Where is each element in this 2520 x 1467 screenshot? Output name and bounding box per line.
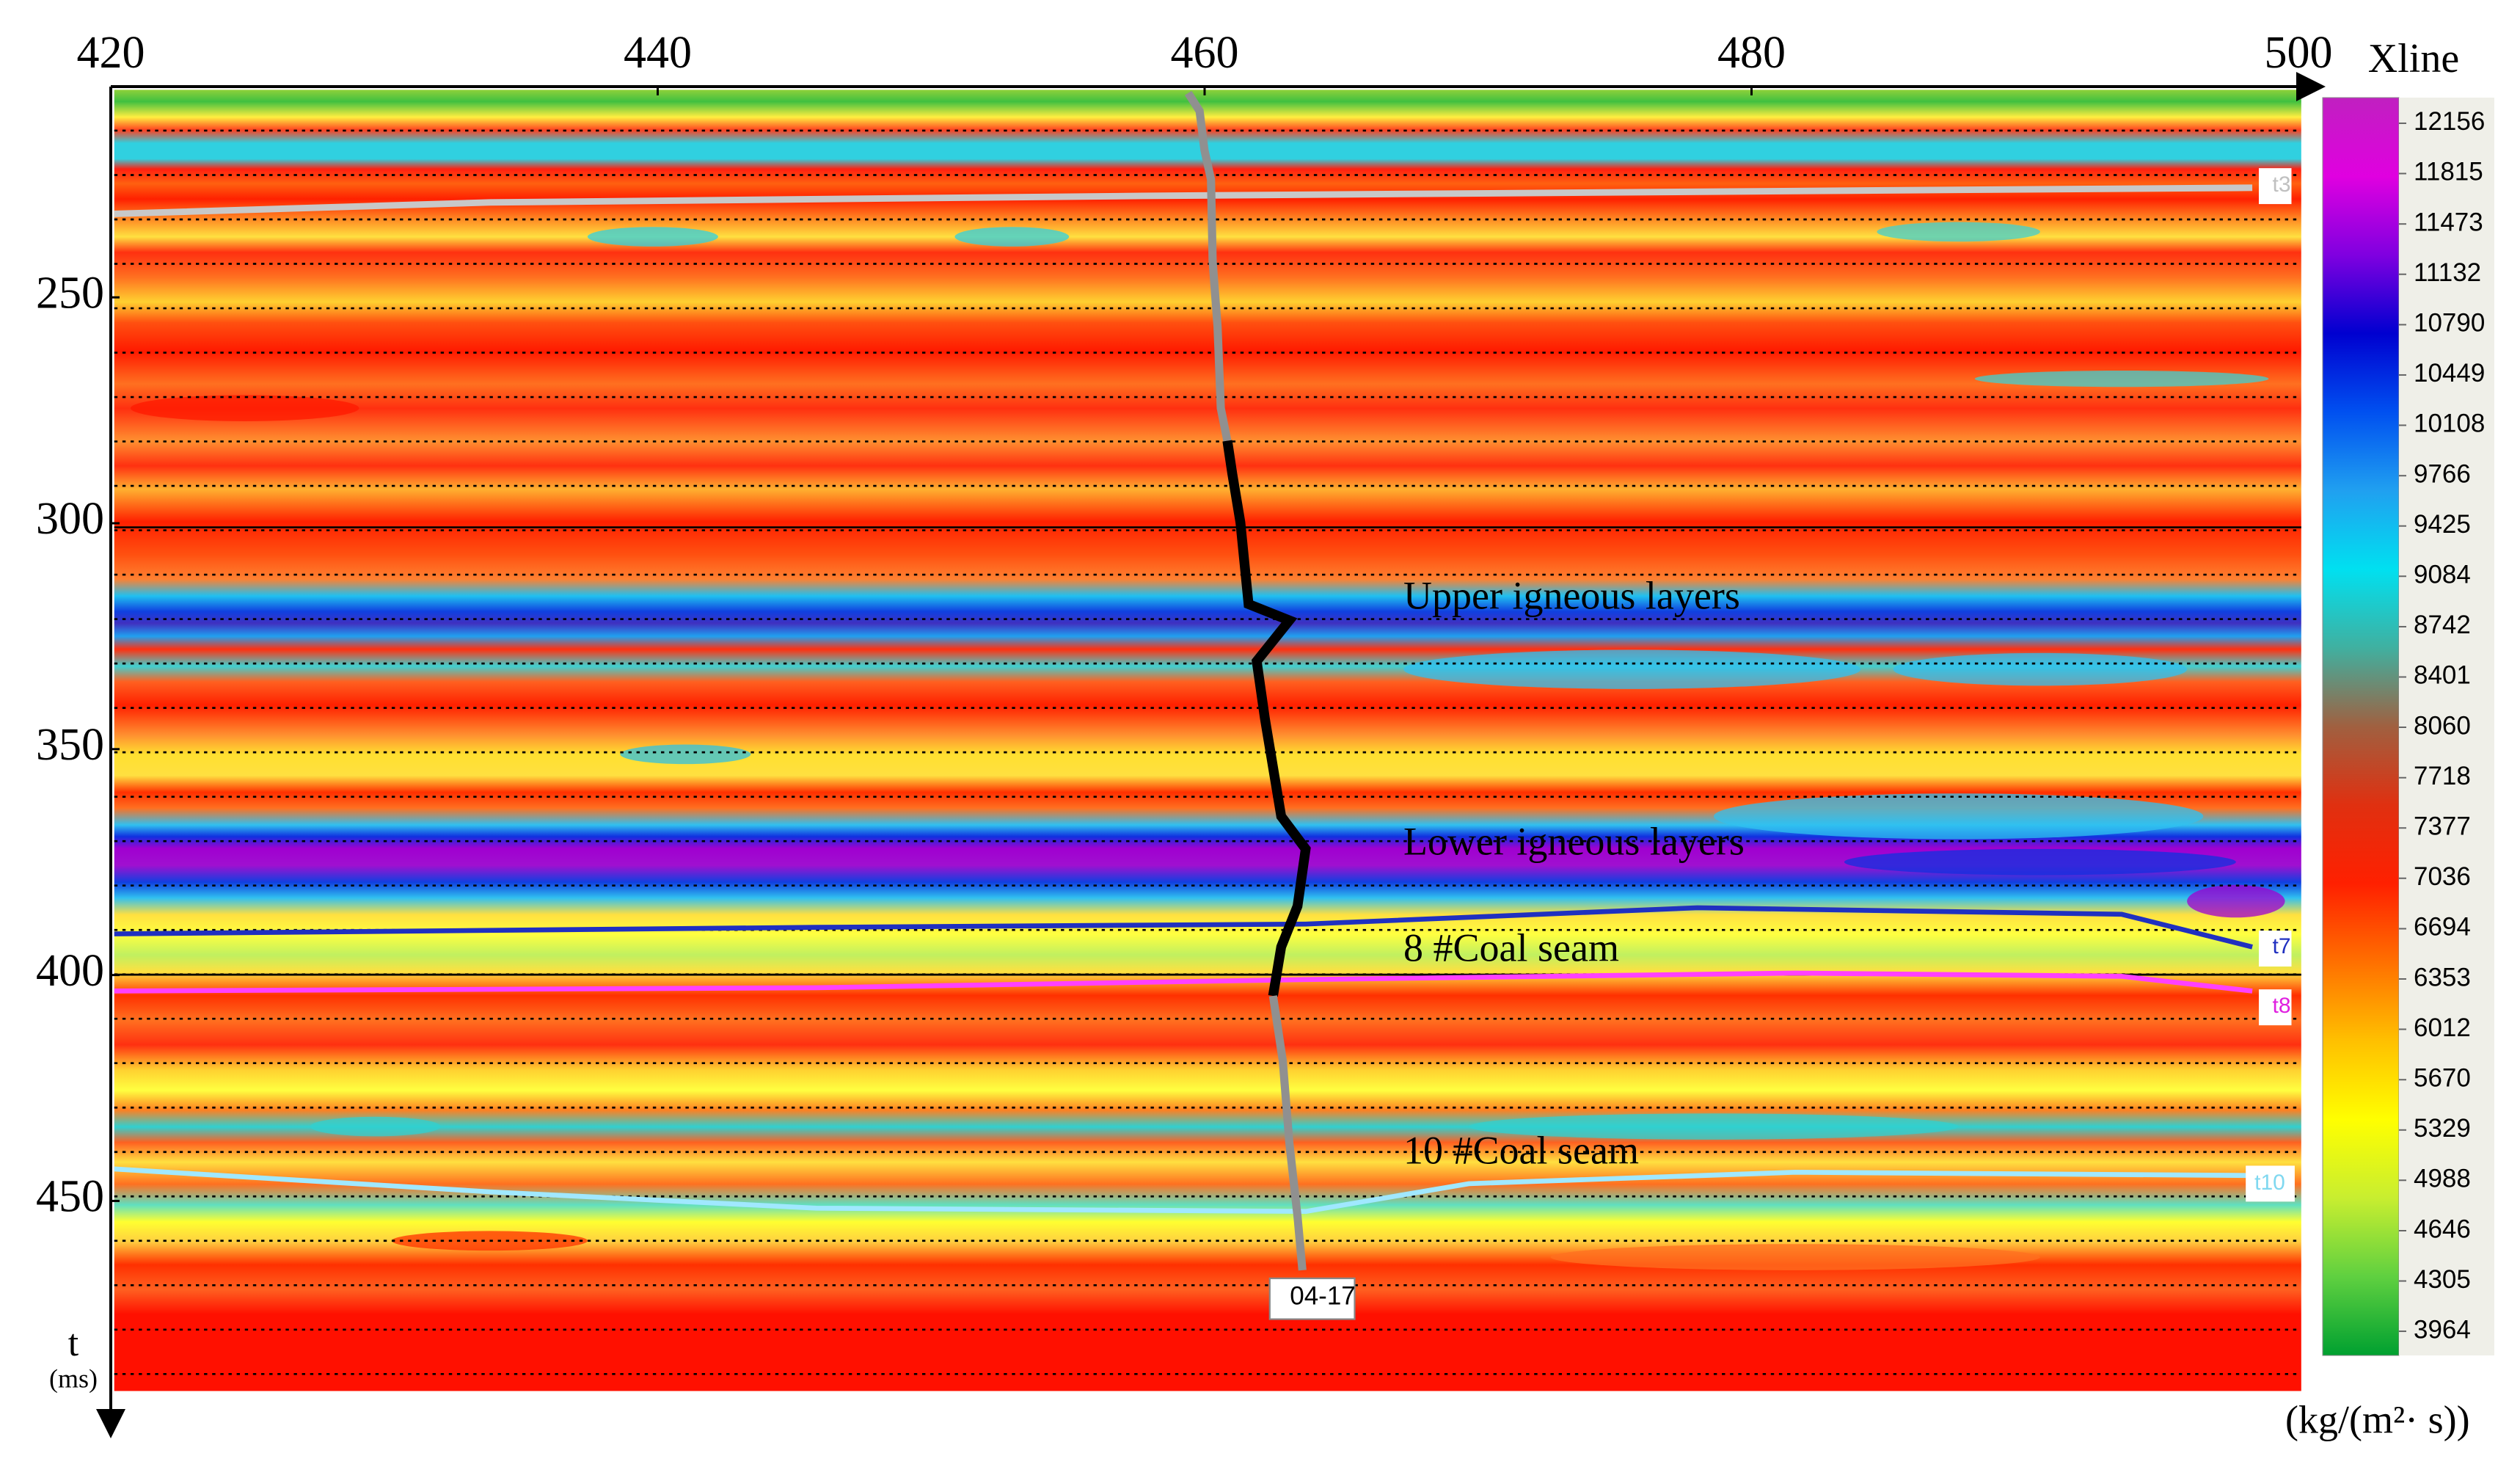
horizon-label: t7 <box>2272 934 2290 958</box>
colorbar-tick-label: 9425 <box>2414 510 2471 539</box>
colorbar-tick-label: 10108 <box>2414 409 2485 438</box>
annotation: Upper igneous layers <box>1403 573 1740 617</box>
colorbar-tick-label: 12156 <box>2414 107 2485 136</box>
colorbar-unit: (kg/(m²· s)) <box>2285 1397 2470 1441</box>
horizon-label-box <box>2246 1165 2295 1202</box>
colorbar-title: Xline <box>2368 36 2459 81</box>
y-axis-label: t <box>68 1322 79 1364</box>
y-tick-label: 250 <box>36 268 104 318</box>
colorbar <box>2322 97 2400 1356</box>
colorbar-tick-label: 9766 <box>2414 459 2471 488</box>
colorbar-tick-label: 6353 <box>2414 963 2471 991</box>
colorbar-tick-label: 4646 <box>2414 1215 2471 1243</box>
colorbar-tick-label: 5670 <box>2414 1063 2471 1092</box>
well-log <box>1222 440 1311 997</box>
colorbar-tick-label: 6012 <box>2414 1013 2471 1042</box>
colorbar-tick-label: 6694 <box>2414 913 2471 942</box>
y-tick-label: 300 <box>36 494 104 544</box>
horizon-label-box <box>2258 931 2292 967</box>
texture <box>130 222 2285 1270</box>
well-log <box>1184 90 1232 442</box>
x-tick-label: 440 <box>624 28 692 78</box>
horizon-t3 <box>114 184 2253 217</box>
y-axis-unit: (ms) <box>49 1364 98 1393</box>
colorbar-tick-label: 8060 <box>2414 711 2471 740</box>
colorbar-tick-label: 4988 <box>2414 1165 2471 1193</box>
horizon-label: t10 <box>2254 1171 2285 1195</box>
horizon-label: t8 <box>2272 994 2290 1018</box>
x-tick-label: 500 <box>2265 28 2333 78</box>
x-tick-label: 420 <box>77 28 145 78</box>
x-tick-label: 480 <box>1717 28 1786 78</box>
horizon-t10 <box>114 1166 2253 1215</box>
x-tick-label: 460 <box>1171 28 1239 78</box>
y-tick-label: 450 <box>36 1172 104 1222</box>
colorbar-tick-label: 11815 <box>2414 158 2483 186</box>
annotation: Lower igneous layers <box>1403 819 1745 863</box>
well-label: 04-17 <box>1290 1281 1356 1310</box>
horizon-label-box <box>2258 168 2292 205</box>
horizon-t8 <box>114 970 2253 994</box>
y-tick-label: 350 <box>36 720 104 770</box>
annotation: 10 #Coal seam <box>1403 1128 1639 1172</box>
annotation: 8 #Coal seam <box>1403 925 1619 969</box>
well-label-box <box>1268 1277 1356 1320</box>
y-tick-label: 400 <box>36 946 104 996</box>
colorbar-tick-label: 9084 <box>2414 560 2471 589</box>
colorbar-tick-label: 8401 <box>2414 661 2471 690</box>
colorbar-tick-label: 7718 <box>2414 762 2471 790</box>
horizon-label-box <box>2258 989 2292 1026</box>
colorbar-tick-label: 11473 <box>2414 208 2483 236</box>
colorbar-tick-label: 3964 <box>2414 1315 2471 1344</box>
section <box>114 90 2301 1391</box>
colorbar-tick-label: 7036 <box>2414 862 2471 891</box>
well-log <box>1268 995 1307 1271</box>
horizon-label: t3 <box>2272 172 2290 197</box>
colorbar-tick-label: 4305 <box>2414 1265 2471 1294</box>
colorbar-tick-label: 11132 <box>2414 258 2481 287</box>
colorbar-tick-label: 8742 <box>2414 611 2471 639</box>
horizon-t7 <box>114 905 2253 950</box>
colorbar-tick-label: 10790 <box>2414 309 2485 338</box>
colorbar-panel <box>2399 98 2494 1355</box>
colorbar-tick-label: 5329 <box>2414 1114 2471 1143</box>
colorbar-tick-label: 7377 <box>2414 812 2471 840</box>
colorbar-tick-label: 10449 <box>2414 359 2485 387</box>
